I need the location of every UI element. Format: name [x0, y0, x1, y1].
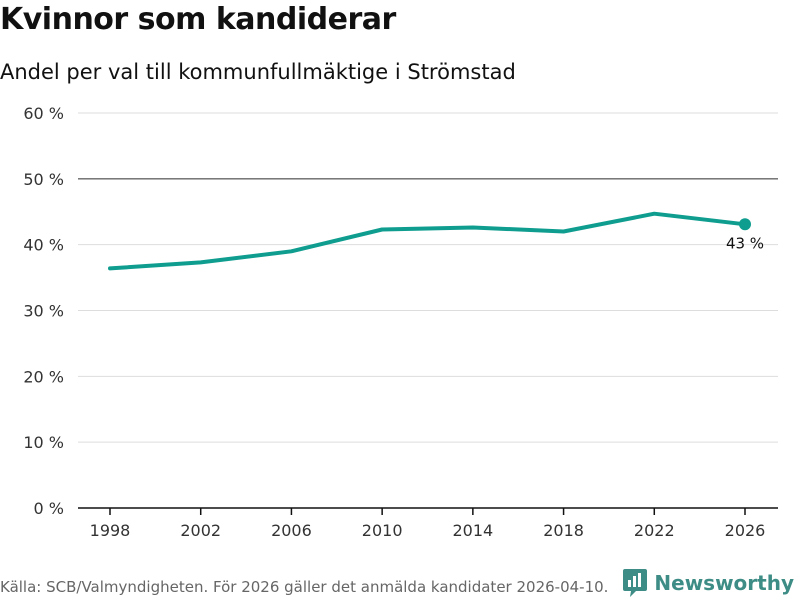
y-tick-label: 0 %: [34, 499, 64, 518]
chart-subtitle: Andel per val till kommunfullmäktige i S…: [0, 60, 516, 84]
x-tick-label: 2026: [725, 521, 766, 540]
y-tick-label: 50 %: [23, 170, 64, 189]
x-tick-label: 2002: [180, 521, 221, 540]
newsworthy-logo-icon: [623, 569, 648, 597]
y-tick-label: 60 %: [23, 104, 64, 123]
x-tick-label: 2006: [271, 521, 312, 540]
y-tick-label: 10 %: [23, 433, 64, 452]
chart-title: Kvinnor som kandiderar: [0, 2, 396, 37]
series-line: [108, 211, 747, 271]
y-tick-label: 40 %: [23, 236, 64, 255]
last-point-label: 43 %: [726, 234, 764, 252]
y-tick-label: 30 %: [23, 302, 64, 321]
x-tick-label: 2018: [543, 521, 584, 540]
x-tick-label: 1998: [90, 521, 131, 540]
source-note: Källa: SCB/Valmyndigheten. För 2026 gäll…: [0, 578, 609, 596]
x-tick-label: 2022: [634, 521, 675, 540]
x-tick-label: 2010: [362, 521, 403, 540]
brand[interactable]: Newsworthy: [622, 568, 794, 598]
y-tick-label: 20 %: [23, 367, 64, 386]
brand-name: Newsworthy: [654, 571, 794, 595]
x-tick-label: 2014: [452, 521, 493, 540]
last-point-marker: [739, 218, 751, 231]
